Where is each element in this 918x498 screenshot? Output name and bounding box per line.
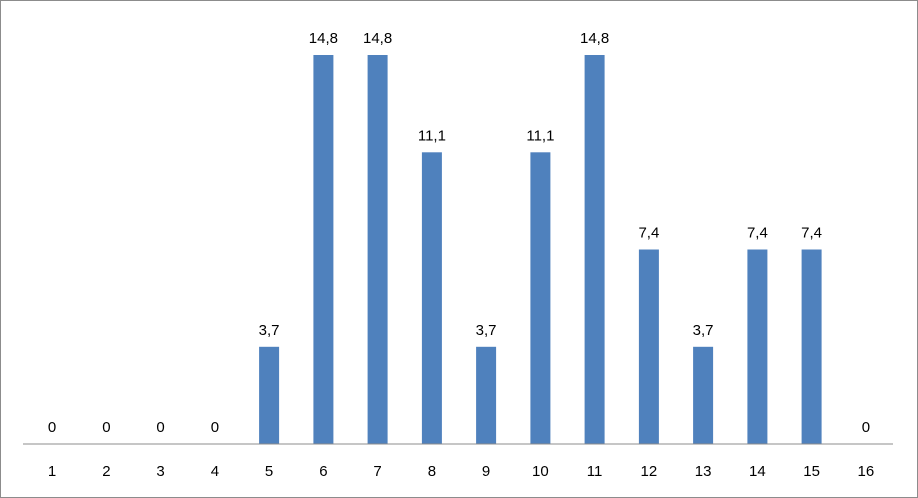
x-tick-label-14: 14 — [749, 463, 766, 480]
value-label-14: 7,4 — [747, 225, 768, 242]
x-tick-label-8: 8 — [428, 463, 436, 480]
value-label-4: 0 — [211, 419, 219, 436]
x-tick-label-15: 15 — [803, 463, 820, 480]
bar-12 — [638, 249, 659, 444]
value-label-7: 14,8 — [363, 30, 392, 47]
x-tick-label-7: 7 — [373, 463, 381, 480]
bar-6 — [313, 55, 334, 444]
value-labels-group: 0 0 0 0 3,7 14,8 14,8 11,1 3,7 11,1 14,8 7,4 3,7 7,4 7… — [48, 30, 870, 436]
bar-7 — [367, 55, 388, 444]
x-tick-label-6: 6 — [319, 463, 327, 480]
bar-14 — [747, 249, 768, 444]
value-label-6: 14,8 — [309, 30, 338, 47]
bar-13 — [693, 346, 714, 445]
value-label-9: 3,7 — [476, 322, 497, 339]
x-tick-label-1: 1 — [48, 463, 56, 480]
value-label-15: 7,4 — [801, 225, 822, 242]
x-tick-label-2: 2 — [102, 463, 110, 480]
value-label-1: 0 — [48, 419, 56, 436]
bar-9 — [476, 346, 497, 445]
x-tick-label-10: 10 — [532, 463, 549, 480]
bar-8 — [421, 152, 442, 445]
x-tick-label-11: 11 — [587, 463, 603, 480]
value-label-8: 11,1 — [418, 127, 446, 144]
x-tick-label-3: 3 — [156, 463, 164, 480]
bar-15 — [801, 249, 822, 444]
bars-group — [259, 55, 822, 445]
x-tick-labels-group: 1 2 3 4 5 6 7 8 9 10 11 12 13 14 15 16 — [48, 463, 874, 480]
value-label-2: 0 — [102, 419, 110, 436]
x-tick-label-5: 5 — [265, 463, 273, 480]
x-tick-label-16: 16 — [858, 463, 875, 480]
value-label-10: 11,1 — [526, 127, 554, 144]
bar-10 — [530, 152, 551, 445]
value-label-13: 3,7 — [693, 322, 714, 339]
x-tick-label-9: 9 — [482, 463, 490, 480]
value-label-5: 3,7 — [259, 322, 280, 339]
value-label-12: 7,4 — [638, 225, 659, 242]
value-label-3: 0 — [156, 419, 164, 436]
bar-5 — [259, 346, 280, 445]
x-tick-label-4: 4 — [211, 463, 219, 480]
bar-11 — [584, 55, 605, 444]
value-label-16: 0 — [862, 419, 870, 436]
value-label-11: 14,8 — [580, 30, 609, 47]
x-tick-label-12: 12 — [641, 463, 658, 480]
x-tick-label-13: 13 — [695, 463, 712, 480]
